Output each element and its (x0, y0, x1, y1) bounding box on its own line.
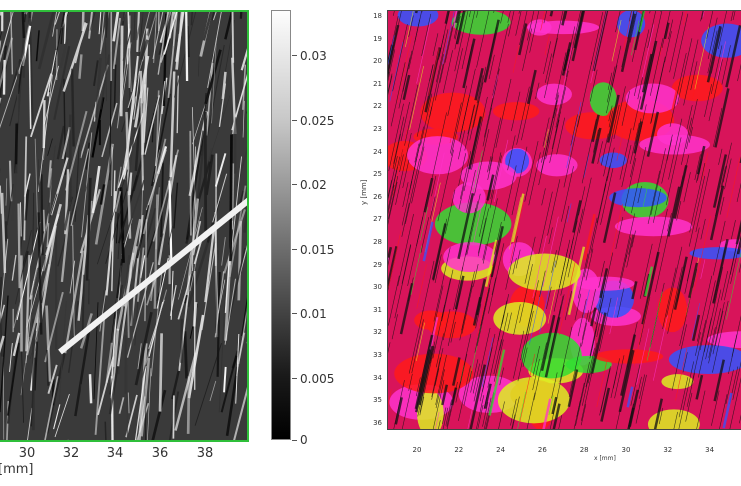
colorbar-label: 0.02 (300, 178, 327, 192)
left-x-tick: 36 (151, 446, 169, 461)
left-x-tick: 34 (106, 446, 124, 461)
right-y-tick: 31 (373, 305, 382, 314)
right-y-tick: 21 (373, 79, 382, 88)
right-y-tick: 18 (373, 12, 382, 20)
left-x-tick: 38 (196, 446, 214, 461)
right-x-tick: 26 (537, 446, 547, 454)
right-y-tick: 25 (373, 170, 382, 179)
right-y-tick: 30 (373, 283, 382, 292)
right-y-tick: 32 (373, 328, 382, 337)
right-x-tick: 22 (454, 446, 464, 454)
right-x-tick: 30 (621, 446, 631, 454)
grayscale-texture (0, 12, 247, 440)
right-y-tick: 36 (373, 418, 382, 427)
right-y-tick: 22 (373, 102, 382, 111)
colorbar-label: 0.01 (300, 307, 327, 321)
right-y-tick: 29 (373, 260, 382, 269)
left-x-tick: 30 (18, 446, 36, 461)
right-y-tick: 27 (373, 215, 382, 224)
colorbar-label: 0 (300, 433, 308, 447)
right-x-axis: 20 22 24 26 28 30 32 34 (387, 446, 741, 460)
right-x-unit: x [mm] (594, 455, 616, 462)
colorbar (271, 10, 291, 440)
grayscale-fiber-image (0, 10, 249, 442)
right-y-axis: 18 19 20 21 22 23 24 25 26 27 28 29 30 31 32 33 34 35 36 (366, 10, 386, 430)
right-y-tick: 23 (373, 125, 382, 133)
left-x-axis: 30 32 34 36 38 (0, 446, 250, 466)
left-x-unit: [mm] (0, 462, 34, 477)
colorbar-label: 0.005 (300, 372, 335, 386)
right-y-tick: 35 (373, 396, 382, 405)
orientation-texture (388, 11, 741, 429)
right-y-tick: 19 (373, 34, 382, 43)
right-x-tick: 34 (705, 446, 715, 454)
right-y-unit: y [mm] (360, 179, 368, 205)
orientation-color-map (387, 10, 741, 430)
right-x-tick: 32 (663, 446, 673, 454)
colorbar-label: 0.025 (300, 114, 335, 128)
right-y-tick: 28 (373, 238, 382, 246)
right-y-tick: 20 (373, 57, 382, 66)
right-x-tick: 24 (496, 446, 506, 454)
right-x-tick: 20 (412, 446, 422, 454)
right-y-tick: 33 (373, 351, 382, 359)
right-x-tick: 28 (579, 446, 589, 454)
left-x-tick: 32 (62, 446, 80, 461)
colorbar-label: 0.015 (300, 243, 335, 257)
colorbar-scale: 0.03 0.025 0.02 0.015 0.01 0.005 0 (292, 10, 352, 447)
colorbar-label: 0.03 (300, 49, 327, 63)
right-y-tick: 26 (373, 192, 382, 201)
right-y-tick: 24 (373, 147, 382, 156)
right-y-tick: 34 (373, 373, 382, 382)
